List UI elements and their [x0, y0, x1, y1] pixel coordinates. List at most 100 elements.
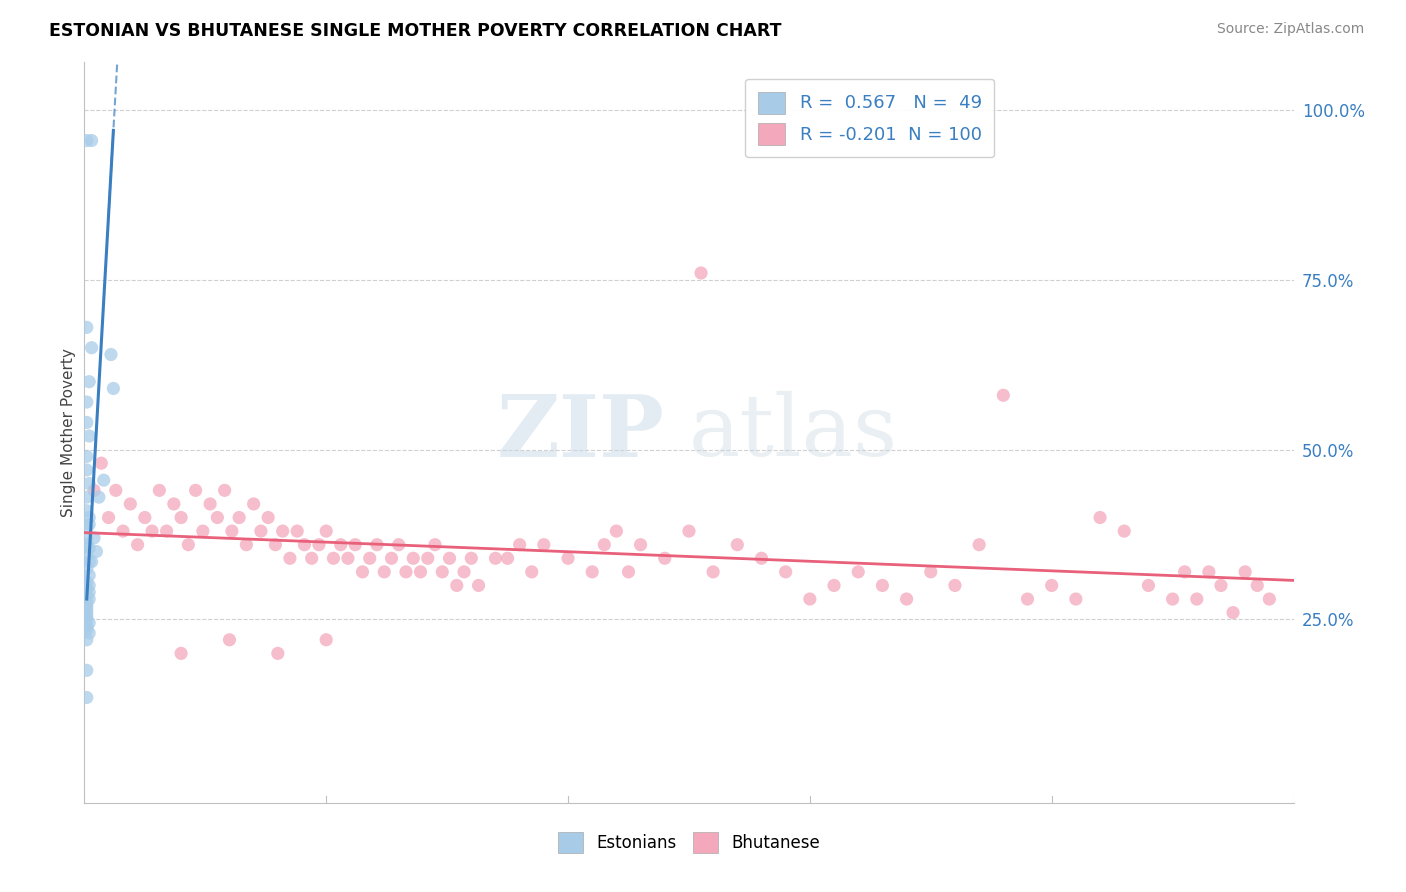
Point — [823, 578, 845, 592]
Point — [76, 531, 98, 545]
Point — [76, 450, 98, 464]
Text: ESTONIAN VS BHUTANESE SINGLE MOTHER POVERTY CORRELATION CHART: ESTONIAN VS BHUTANESE SINGLE MOTHER POVE… — [49, 22, 782, 40]
Text: Source: ZipAtlas.com: Source: ZipAtlas.com — [1216, 22, 1364, 37]
Point — [76, 690, 98, 705]
Point — [593, 538, 616, 552]
Point — [76, 606, 98, 620]
Point — [93, 473, 115, 487]
Point — [103, 382, 125, 396]
Point — [605, 524, 627, 538]
Point — [76, 561, 98, 575]
Point — [83, 483, 105, 498]
Point — [630, 538, 652, 552]
Point — [1174, 565, 1197, 579]
Point — [112, 524, 135, 538]
Point — [87, 490, 110, 504]
Point — [76, 134, 98, 148]
Point — [1185, 592, 1208, 607]
Point — [336, 551, 359, 566]
Point — [467, 578, 489, 592]
Point — [77, 517, 100, 532]
Point — [872, 578, 894, 592]
Point — [702, 565, 724, 579]
Point — [278, 551, 301, 566]
Point — [127, 538, 149, 552]
Point — [86, 544, 108, 558]
Point — [77, 615, 100, 630]
Point — [214, 483, 236, 498]
Point — [77, 510, 100, 524]
Point — [1040, 578, 1063, 592]
Point — [76, 521, 98, 535]
Point — [1198, 565, 1220, 579]
Point — [77, 585, 100, 599]
Point — [77, 626, 100, 640]
Point — [76, 490, 98, 504]
Point — [967, 538, 990, 552]
Point — [344, 538, 367, 552]
Point — [373, 565, 395, 579]
Point — [76, 548, 98, 562]
Point — [294, 538, 316, 552]
Point — [76, 575, 98, 590]
Point — [446, 578, 468, 592]
Point — [76, 619, 98, 633]
Point — [221, 524, 243, 538]
Point — [678, 524, 700, 538]
Point — [1088, 510, 1111, 524]
Point — [1222, 606, 1244, 620]
Point — [170, 646, 193, 660]
Point — [380, 551, 402, 566]
Point — [170, 510, 193, 524]
Point — [134, 510, 156, 524]
Point — [366, 538, 388, 552]
Point — [207, 510, 229, 524]
Point — [148, 483, 170, 498]
Point — [76, 602, 98, 616]
Text: atlas: atlas — [689, 391, 898, 475]
Point — [76, 538, 98, 552]
Point — [359, 551, 381, 566]
Point — [76, 504, 98, 518]
Point — [557, 551, 579, 566]
Point — [77, 375, 100, 389]
Point — [163, 497, 186, 511]
Point — [1209, 578, 1232, 592]
Text: ZIP: ZIP — [496, 391, 665, 475]
Y-axis label: Single Mother Poverty: Single Mother Poverty — [60, 348, 76, 517]
Point — [218, 632, 240, 647]
Point — [120, 497, 142, 511]
Point — [690, 266, 713, 280]
Point — [352, 565, 374, 579]
Point — [751, 551, 773, 566]
Point — [308, 538, 330, 552]
Point — [1161, 592, 1184, 607]
Point — [460, 551, 482, 566]
Point — [76, 612, 98, 626]
Point — [496, 551, 519, 566]
Point — [77, 592, 100, 607]
Point — [395, 565, 418, 579]
Point — [100, 347, 122, 361]
Point — [1064, 592, 1087, 607]
Point — [315, 524, 337, 538]
Point — [77, 476, 100, 491]
Point — [285, 524, 308, 538]
Point — [257, 510, 280, 524]
Point — [267, 646, 290, 660]
Point — [155, 524, 177, 538]
Point — [416, 551, 439, 566]
Point — [198, 497, 221, 511]
Point — [920, 565, 942, 579]
Point — [76, 609, 98, 624]
Point — [177, 538, 200, 552]
Point — [76, 395, 98, 409]
Point — [80, 134, 103, 148]
Point — [76, 595, 98, 609]
Point — [484, 551, 506, 566]
Point — [76, 582, 98, 596]
Point — [520, 565, 543, 579]
Point — [76, 623, 98, 637]
Point — [76, 664, 98, 678]
Point — [76, 320, 98, 334]
